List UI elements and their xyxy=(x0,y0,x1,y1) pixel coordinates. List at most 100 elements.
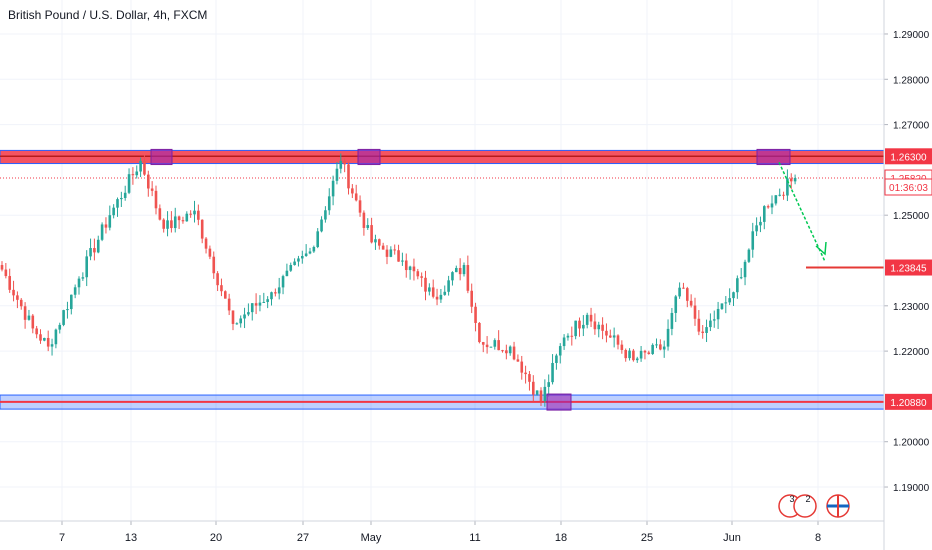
candle-body xyxy=(466,265,470,291)
candle-body xyxy=(743,261,747,278)
candle-body xyxy=(520,361,524,373)
candle-body xyxy=(535,390,539,395)
candle-body xyxy=(70,294,73,310)
candle-body xyxy=(585,314,589,325)
candle-body xyxy=(493,340,497,347)
candle-body xyxy=(4,269,8,277)
candle-body xyxy=(216,273,219,286)
candle-body xyxy=(793,178,797,182)
candle-body xyxy=(709,320,712,328)
candle-body xyxy=(532,381,535,395)
time-tick-label: Jun xyxy=(723,532,741,544)
candle-body xyxy=(593,321,597,330)
candle-body xyxy=(597,324,601,330)
candle-body xyxy=(524,372,527,375)
price-tick-label: 1.29000 xyxy=(893,30,930,41)
candle-body xyxy=(362,212,366,228)
candle-body xyxy=(570,335,574,337)
candle-body xyxy=(235,323,239,325)
candle-body xyxy=(589,314,593,322)
candle-body xyxy=(689,300,693,306)
candle-body xyxy=(154,190,158,209)
candle-body xyxy=(389,249,393,257)
time-tick-label: 27 xyxy=(297,532,309,544)
price-tick-label: 1.23000 xyxy=(893,302,930,313)
candle-body xyxy=(385,249,389,257)
candle-body xyxy=(96,239,100,253)
candle-body xyxy=(347,164,350,189)
time-axis: 7 13 20 27 May 11 18 25 Jun 8 xyxy=(0,520,884,544)
candle-body xyxy=(651,344,654,354)
candle-body xyxy=(616,335,620,345)
time-tick-label: 7 xyxy=(59,532,65,544)
candle-body xyxy=(481,342,485,345)
candle-body xyxy=(131,174,135,176)
candle-body xyxy=(562,337,566,347)
candle-body xyxy=(354,193,358,201)
price-tick-label: 1.27000 xyxy=(893,121,930,132)
candle-body xyxy=(601,324,604,331)
candle-body xyxy=(605,330,608,336)
candle-body xyxy=(778,194,781,196)
candle-body xyxy=(123,192,127,198)
candle-body xyxy=(408,266,412,271)
price-tick-label: 1.20000 xyxy=(893,438,930,449)
candle-body xyxy=(243,314,246,319)
candle-body xyxy=(712,319,716,321)
candle-body xyxy=(89,248,92,257)
candle-body xyxy=(12,289,15,296)
candle-body xyxy=(439,294,443,300)
candle-body xyxy=(728,298,731,303)
candle-body xyxy=(374,239,377,243)
candle-body xyxy=(470,290,473,307)
candle-body xyxy=(254,303,258,306)
candle-body xyxy=(659,344,662,350)
candle-body xyxy=(505,350,508,354)
candle-body xyxy=(173,216,177,229)
target-price-label: 1.23845 xyxy=(890,264,927,275)
chart-title: British Pound / U.S. Dollar, 4h, FXCM xyxy=(8,8,208,22)
candle-body xyxy=(166,220,169,229)
candle-body xyxy=(289,265,293,271)
level-zones xyxy=(0,149,885,410)
candle-body xyxy=(612,335,616,338)
candle-body xyxy=(366,225,370,228)
price-axis: 1.29000 1.28000 1.27000 1.25000 1.23000 1.220… xyxy=(883,0,930,550)
candle-body xyxy=(431,287,435,297)
candle-body xyxy=(0,265,4,270)
candle-body xyxy=(308,251,312,254)
candle-body xyxy=(85,256,88,278)
candle-body xyxy=(189,213,192,215)
candle-body xyxy=(239,318,242,324)
candle-body xyxy=(320,219,323,232)
candle-body xyxy=(678,287,681,297)
time-tick-label: 25 xyxy=(641,532,653,544)
candle-body xyxy=(177,216,181,221)
candle-body xyxy=(624,349,627,359)
candle-body xyxy=(227,298,231,311)
target-price-label-bg xyxy=(885,259,932,276)
candle-body xyxy=(686,288,689,301)
touch-marker xyxy=(150,148,173,166)
candle-body xyxy=(643,350,647,353)
touch-marker xyxy=(357,148,381,166)
candle-body xyxy=(378,239,381,246)
candle-body xyxy=(43,337,46,341)
candle-body xyxy=(458,267,462,275)
candle-body xyxy=(632,350,635,361)
candle-body xyxy=(27,315,31,320)
candle-body xyxy=(412,266,416,272)
resistance-price-label: 1.26300 xyxy=(890,152,927,163)
candle-body xyxy=(331,180,335,197)
candle-body xyxy=(358,200,362,213)
candle-body xyxy=(716,308,720,320)
candle-body xyxy=(547,382,550,387)
candle-body xyxy=(185,213,189,222)
time-tick-label: 11 xyxy=(469,532,480,544)
candle-body xyxy=(455,267,458,273)
touch-marker xyxy=(756,148,791,166)
candle-body xyxy=(693,305,697,319)
candle-body xyxy=(701,331,704,333)
